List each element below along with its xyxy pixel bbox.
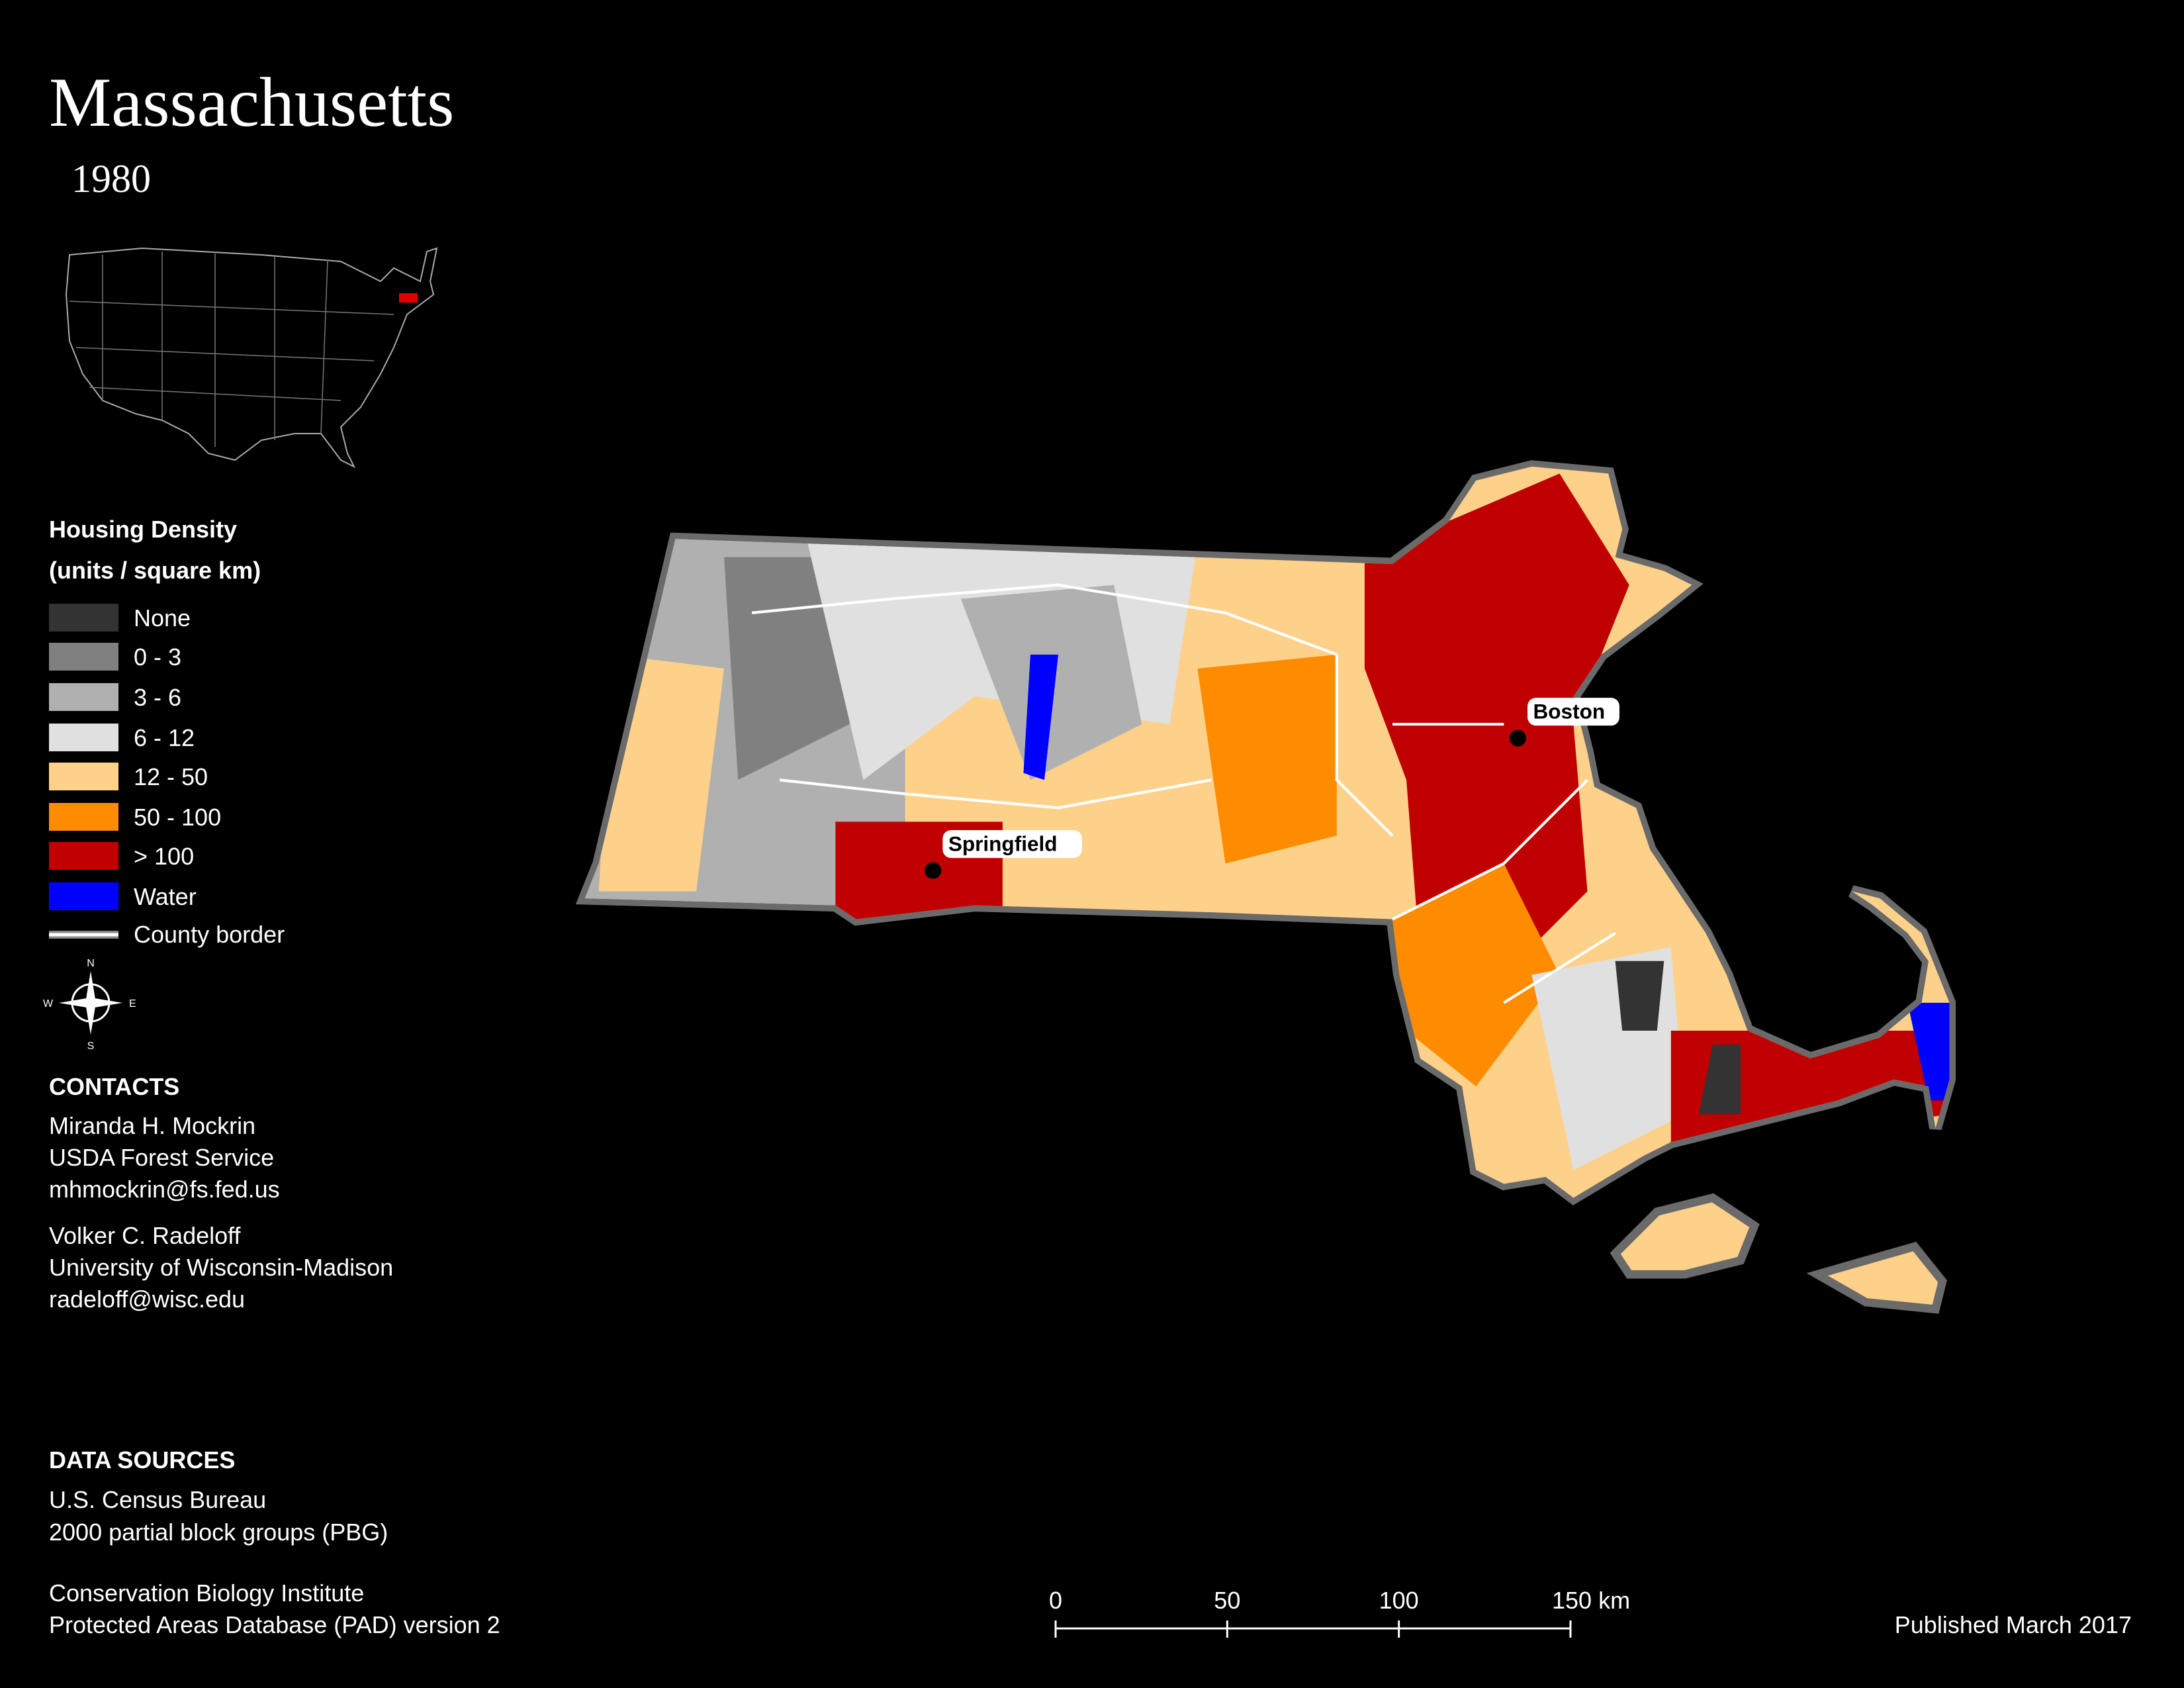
- legend-label: Water: [134, 883, 197, 910]
- state-lines: [69, 252, 394, 447]
- legend: None 0 - 3 3 - 6 6 - 12 12 - 50 50 - 100 > 100…: [49, 604, 285, 948]
- inset-map: [65, 247, 438, 469]
- scale-label: 0: [1049, 1587, 1062, 1614]
- legend-label: 0 - 3: [134, 643, 181, 671]
- legend-swatch: [49, 724, 118, 751]
- legend-swatch: [49, 604, 118, 632]
- scale-ticks: 0 50 100 150 km: [1049, 1587, 1630, 1638]
- source-line: Protected Areas Database (PAD) version 2: [49, 1611, 500, 1638]
- contact-email: mhmockrin@fs.fed.us: [49, 1176, 280, 1203]
- scale-bar: 0 50 100 150 km: [1049, 1587, 1630, 1638]
- legend-label: 3 - 6: [134, 684, 181, 711]
- compass: N S E W: [43, 958, 136, 1052]
- legend-swatch: [49, 683, 118, 711]
- contact-name: Miranda H. Mockrin: [49, 1112, 255, 1139]
- legend-label: None: [134, 604, 191, 632]
- contacts-heading: CONTACTS: [49, 1073, 179, 1100]
- compass-w: W: [43, 998, 54, 1009]
- year: 1980: [71, 157, 151, 201]
- legend-label: > 100: [134, 843, 194, 870]
- scale-label: 150 km: [1552, 1587, 1630, 1614]
- city-dot: [925, 862, 942, 879]
- legend-swatch: [49, 643, 118, 671]
- source-line: 2000 partial block groups (PBG): [49, 1519, 388, 1546]
- contact-org: USDA Forest Service: [49, 1144, 274, 1171]
- title: Massachusetts: [49, 64, 454, 141]
- city-label: Boston: [1533, 700, 1606, 724]
- legend-swatch: [49, 803, 118, 831]
- ma-highlight: [399, 293, 418, 303]
- city-dot: [1509, 729, 1526, 747]
- legend-label: County border: [134, 921, 285, 948]
- source-line: Conservation Biology Institute: [49, 1579, 364, 1607]
- nantucket: [1806, 1241, 1947, 1314]
- legend-subtitle: (units / square km): [49, 557, 261, 584]
- legend-label: 12 - 50: [134, 763, 208, 790]
- city-label-bg: [1527, 698, 1619, 726]
- compass-star: [59, 971, 122, 1035]
- legend-swatch: [49, 882, 118, 910]
- contact-org: University of Wisconsin-Madison: [49, 1254, 393, 1281]
- county-borders: [751, 583, 1616, 1004]
- legend-label: 6 - 12: [134, 724, 195, 751]
- published: Published March 2017: [1895, 1611, 2132, 1638]
- city-label-bg: [942, 829, 1082, 859]
- compass-n: N: [87, 958, 95, 969]
- compass-e: E: [129, 998, 136, 1009]
- us-outline: [65, 247, 438, 469]
- legend-swatch: [49, 763, 118, 790]
- compass-s: S: [87, 1041, 95, 1052]
- scale-label: 100: [1379, 1587, 1419, 1614]
- legend-title: Housing Density: [49, 516, 237, 543]
- contact-email: radeloff@wisc.edu: [49, 1286, 245, 1313]
- scale-label: 50: [1214, 1587, 1240, 1614]
- legend-label: 50 - 100: [134, 804, 221, 831]
- sources-heading: DATA SOURCES: [49, 1446, 235, 1474]
- legend-swatch: [49, 842, 118, 870]
- marthas-vineyard: [1610, 1193, 1760, 1279]
- city-label: Springfield: [948, 832, 1058, 856]
- source-line: U.S. Census Bureau: [49, 1486, 266, 1513]
- contact-name: Volker C. Radeloff: [49, 1222, 241, 1249]
